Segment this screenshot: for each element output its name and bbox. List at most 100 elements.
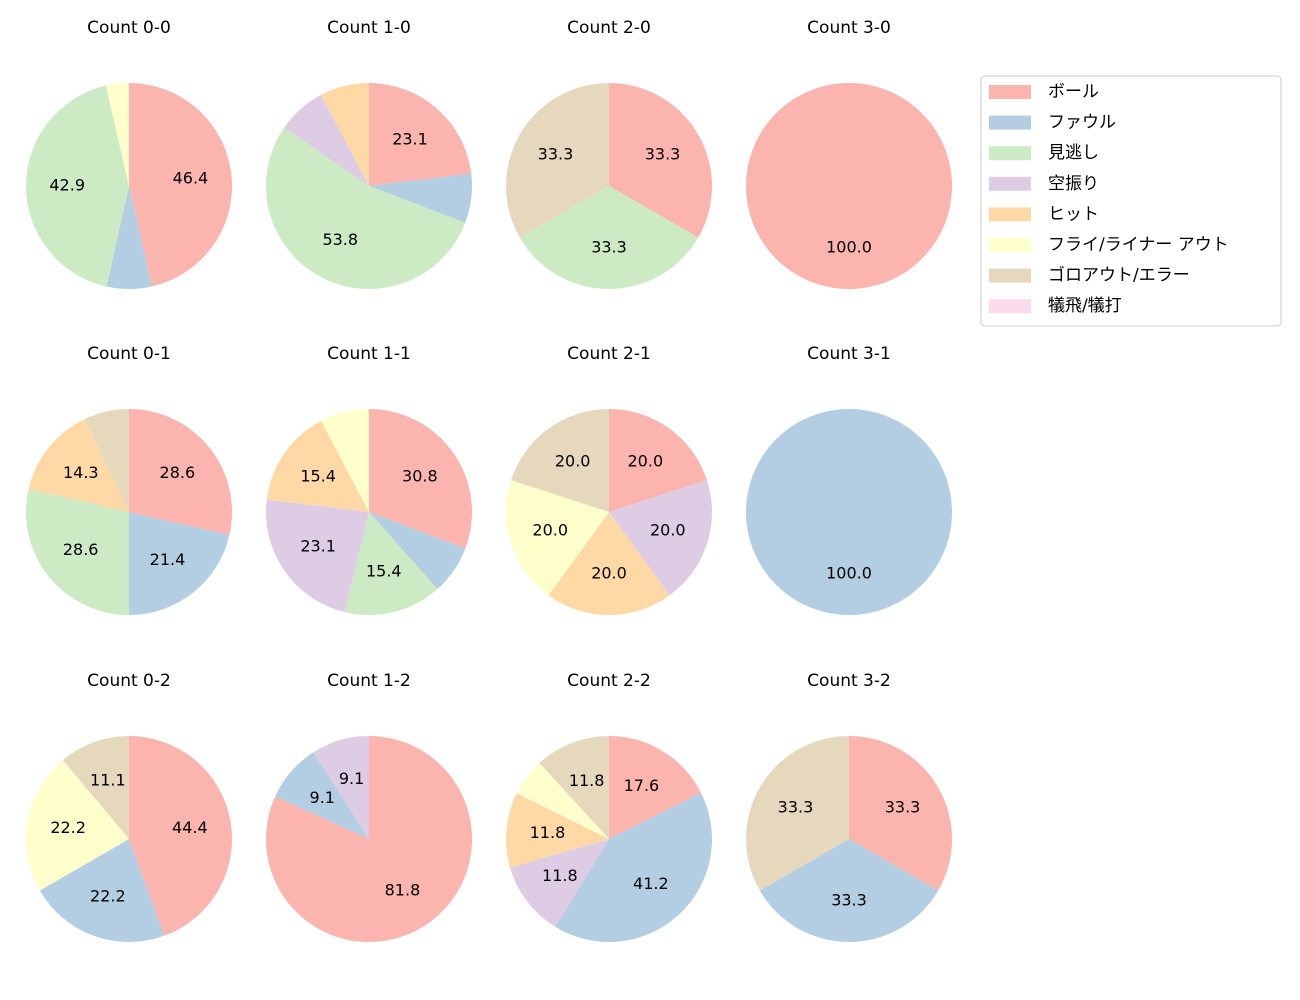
slice-label: 17.6 [624, 776, 660, 795]
slice-label: 28.6 [63, 540, 99, 559]
pie-slice [759, 839, 939, 942]
pie-slice [369, 83, 472, 186]
slice-label: 15.4 [366, 562, 402, 581]
pie-slice [510, 839, 609, 927]
legend-label: 見逃し [1048, 143, 1099, 163]
slice-label: 11.8 [530, 823, 566, 842]
legend-label: ボール [1048, 82, 1099, 102]
slice-label: 11.1 [90, 770, 126, 789]
legend-label: ゴロアウト/エラー [1048, 265, 1190, 286]
pie-slice [506, 480, 609, 596]
legend-label: ヒット [1048, 204, 1099, 224]
pie-slice [609, 83, 712, 238]
pie-title: Count 2-2 [567, 671, 651, 691]
slice-label: 100.0 [826, 237, 872, 256]
pie-slice [746, 83, 952, 289]
pie-slice [105, 83, 129, 186]
pie-slice [849, 736, 952, 891]
pie-title: Count 3-2 [807, 671, 891, 691]
slice-label: 20.0 [555, 452, 591, 471]
legend-swatch [989, 207, 1031, 222]
slice-label: 15.4 [300, 466, 336, 485]
pie-slice [313, 736, 369, 839]
slice-label: 20.0 [591, 563, 627, 582]
legend-label: ファウル [1048, 113, 1116, 133]
pie-slice [609, 480, 712, 596]
slice-label: 23.1 [300, 537, 336, 556]
pie-title: Count 0-0 [87, 18, 171, 38]
slice-label: 9.1 [339, 769, 364, 788]
legend-swatch [989, 85, 1031, 99]
pie-title: Count 0-1 [87, 344, 171, 364]
pie-slice [129, 512, 230, 615]
pie-slice [129, 409, 232, 536]
pie-slice [369, 409, 472, 549]
legend-swatch [989, 238, 1031, 252]
legend-box [980, 75, 1282, 327]
pie-slice [284, 94, 369, 186]
legend-swatch [989, 176, 1031, 191]
legend-label: 犠飛/犠打 [1048, 296, 1122, 316]
pie-slice [609, 736, 702, 839]
pie-slice [539, 736, 609, 839]
pie-slice [39, 839, 165, 942]
slice-label: 81.8 [385, 880, 421, 899]
slice-label: 44.4 [172, 818, 208, 837]
pie-slice [106, 186, 153, 289]
pie-slice [369, 512, 466, 590]
slice-label: 11.8 [569, 771, 605, 790]
slice-label: 33.3 [778, 798, 814, 817]
pie-title: Count 1-2 [327, 671, 411, 691]
pie-slice [25, 488, 129, 615]
slice-label: 33.3 [538, 145, 574, 164]
slice-label: 33.3 [885, 798, 921, 817]
pie-slice [519, 186, 699, 289]
pie-title: Count 0-2 [87, 671, 171, 691]
slice-label: 20.0 [628, 452, 664, 471]
pie-slice [26, 760, 129, 891]
pie-slice [275, 752, 369, 839]
pie-slice [506, 83, 609, 238]
pie-slice [344, 512, 438, 615]
pie-slice [266, 736, 473, 943]
slice-label: 22.2 [90, 887, 126, 906]
slice-label: 33.3 [831, 890, 867, 909]
slice-label: 42.9 [49, 176, 85, 195]
pie-slice [28, 419, 129, 512]
pie-slice [321, 409, 369, 512]
pie-slice [745, 736, 849, 891]
pie-title: Count 3-0 [807, 18, 891, 38]
legend-swatch [989, 268, 1031, 283]
pie-slice [266, 420, 369, 512]
slice-label: 28.6 [160, 463, 196, 482]
slice-label: 23.1 [392, 129, 428, 148]
pie-slice [555, 792, 712, 942]
pie-slice [511, 409, 609, 512]
slice-label: 30.8 [402, 466, 438, 485]
slice-label: 33.3 [591, 237, 627, 256]
pie-title: Count 2-0 [567, 18, 651, 38]
pie-slice [265, 499, 369, 613]
pie-slice [321, 83, 369, 186]
pie-title: Count 2-1 [567, 344, 651, 364]
slice-label: 21.4 [150, 550, 186, 569]
legend-swatch [989, 299, 1031, 314]
slice-label: 20.0 [532, 521, 568, 540]
pie-slice [548, 512, 670, 615]
pie-slice [746, 409, 952, 615]
pie-slice [609, 409, 707, 512]
slice-label: 9.1 [310, 788, 335, 807]
pie-title: Count 1-1 [327, 344, 411, 364]
pie-slice [506, 793, 609, 868]
pie-slice [266, 127, 466, 289]
pie-slice [129, 83, 233, 287]
legend-label: 空振り [1048, 174, 1099, 194]
pie-slice [84, 409, 129, 512]
slice-label: 20.0 [650, 521, 686, 540]
pie-title: Count 1-0 [327, 18, 411, 38]
legend-swatch [989, 146, 1031, 161]
slice-label: 46.4 [173, 169, 209, 188]
slice-label: 11.8 [542, 866, 578, 885]
